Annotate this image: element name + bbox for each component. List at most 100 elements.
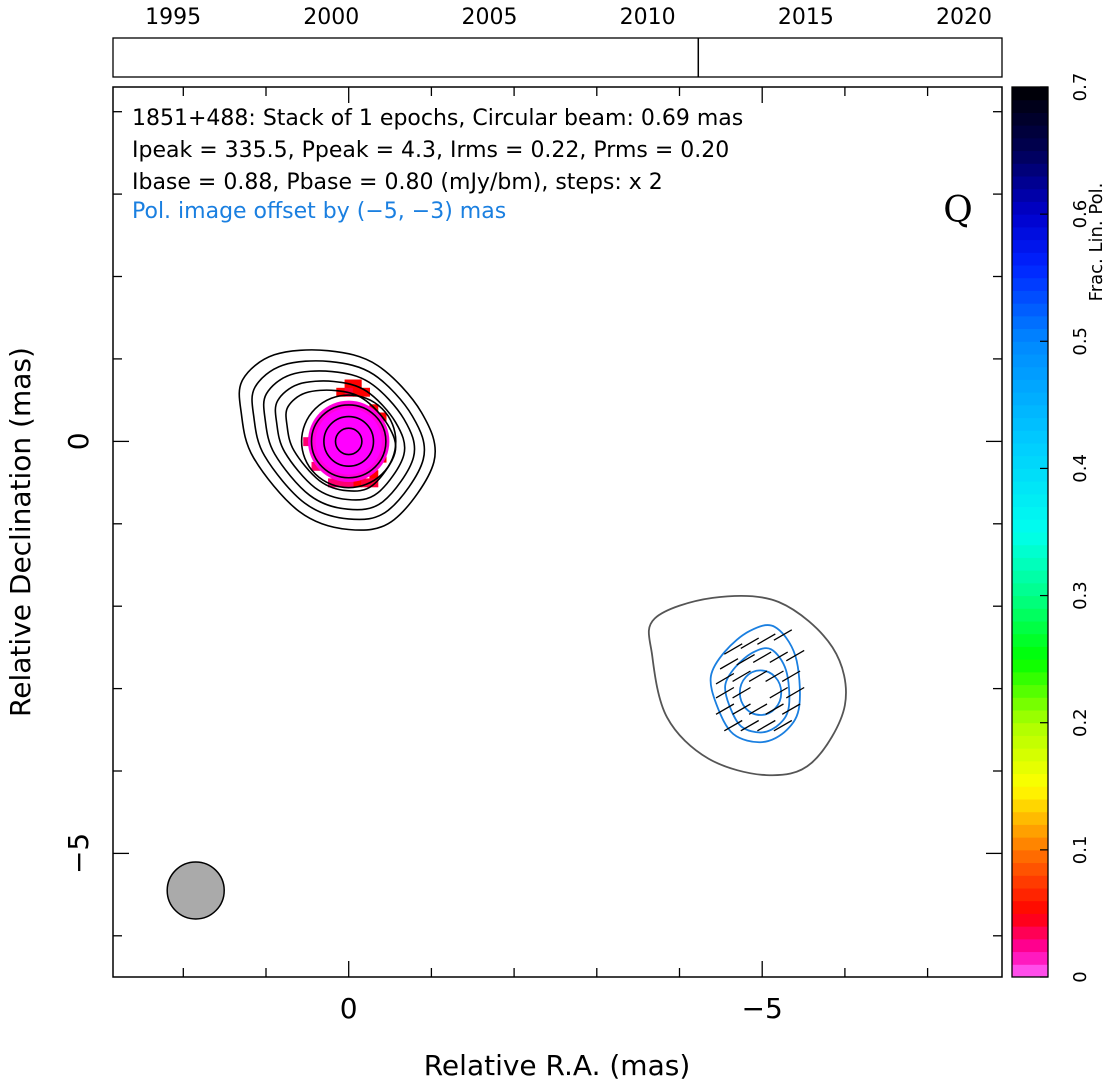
colorbar-step [1012, 137, 1048, 152]
colorbar-step [1012, 837, 1048, 851]
colorbar-step [1012, 125, 1048, 139]
colorbar-step [1012, 773, 1048, 787]
timeline-tick-label: 2005 [461, 5, 517, 30]
polarized-intensity-contours [647, 594, 847, 777]
evpa-tick [715, 703, 735, 715]
pol-core-peak [315, 408, 382, 475]
pol-pixel [352, 379, 362, 389]
map-ticks [113, 87, 1002, 977]
colorbar-step [1012, 646, 1048, 660]
colorbar-step [1012, 404, 1048, 419]
colorbar-step [1012, 87, 1048, 101]
colorbar-step [1012, 112, 1048, 126]
colorbar-step [1012, 481, 1048, 495]
map-frame [113, 87, 1002, 977]
colorbar-step [1012, 468, 1048, 482]
colorbar-step [1012, 354, 1048, 368]
i-contour [274, 380, 406, 501]
x-tick-label: 0 [340, 992, 358, 1025]
colorbar-step [1012, 951, 1048, 965]
colorbar-step [1012, 824, 1048, 838]
colorbar-tick-label: 0.5 [1070, 327, 1091, 356]
i-contour [310, 404, 387, 479]
colorbar-label: Frac. Lin. Pol. [1086, 183, 1107, 302]
evpa-tick [773, 719, 793, 732]
y-axis-label: Relative Declination (mas) [4, 347, 37, 717]
timeline-strip: 1995 2000 2005 2010 2015 2020 [112, 5, 1003, 78]
colorbar-ticks [1040, 86, 1048, 978]
colorbar-step [1012, 760, 1048, 775]
i-contour [323, 415, 375, 467]
colorbar-step [1012, 544, 1048, 558]
y-tick-labels: 0 −5 [62, 432, 95, 874]
colorbar-step [1012, 379, 1048, 393]
evpa-tick [757, 633, 776, 645]
colorbar-step [1012, 532, 1048, 546]
colorbar-step [1012, 938, 1048, 953]
colorbar-step [1012, 926, 1048, 940]
map-border [112, 86, 1003, 978]
pol-pixel [352, 387, 362, 397]
colorbar-step [1012, 493, 1048, 508]
evpa-ticks [715, 629, 805, 732]
evpa-tick [732, 670, 751, 682]
colorbar-tick-label: 0.3 [1070, 581, 1091, 610]
pol-blue-contour-outer [709, 624, 801, 744]
colorbar-step [1012, 621, 1048, 635]
pol-pixel [361, 387, 370, 397]
evpa-tick [785, 686, 805, 699]
colorbar-step [1012, 392, 1048, 406]
evpa-tick [723, 719, 743, 732]
evpa-tick [740, 637, 760, 649]
colorbar-tick-label: 0.6 [1070, 200, 1091, 229]
colorbar-step [1012, 290, 1048, 304]
colorbar-step [1012, 188, 1048, 202]
annotation-line-2: Ipeak = 335.5, Ppeak = 4.3, Irms = 0.22,… [132, 138, 730, 163]
colorbar-step [1012, 303, 1048, 317]
colorbar-step [1012, 341, 1048, 355]
colorbar-step [1012, 786, 1048, 800]
evpa-tick [785, 649, 805, 662]
colorbar-tick-label: 0 [1070, 971, 1091, 982]
evpa-tick [723, 643, 743, 655]
timeline-tick-label: 1995 [145, 5, 201, 30]
evpa-tick [769, 686, 789, 699]
colorbar-step [1012, 799, 1048, 813]
colorbar-step [1012, 417, 1048, 431]
i-contour [300, 394, 397, 489]
colorbar-step [1012, 277, 1048, 291]
colorbar-tick-labels: 0 0.1 0.2 0.3 0.4 0.5 0.6 0.7 [1070, 73, 1091, 983]
colorbar-step [1012, 671, 1048, 686]
i-contour [334, 427, 363, 456]
evpa-tick [732, 686, 751, 699]
pol-pixel [369, 470, 379, 480]
colorbar-step [1012, 735, 1048, 749]
annotation-line-3: Ibase = 0.88, Pbase = 0.80 (mJy/bm), ste… [132, 170, 663, 195]
evpa-tick [781, 703, 801, 715]
colorbar-step [1012, 557, 1048, 571]
timeline-labels: 1995 2000 2005 2010 2015 2020 [145, 5, 992, 30]
timeline-tick-label: 2000 [303, 5, 359, 30]
colorbar-step [1012, 913, 1048, 927]
timeline-tick-label: 2015 [778, 5, 834, 30]
colorbar-step [1012, 748, 1048, 762]
colorbar-step [1012, 811, 1048, 825]
pol-blue-contour-inner [738, 669, 783, 716]
colorbar-step [1012, 214, 1048, 228]
i-contour-outer [238, 349, 436, 531]
colorbar-tick-label: 0.4 [1070, 454, 1091, 483]
evpa-tick [740, 719, 760, 732]
colorbar-step [1012, 430, 1048, 444]
pol-pixel [361, 478, 370, 488]
pol-pixel [311, 461, 321, 471]
colorbar-step [1012, 328, 1048, 342]
colorbar-step [1012, 888, 1048, 902]
colorbar-step [1012, 659, 1048, 673]
i-contour [262, 370, 416, 511]
y-tick-label: 0 [62, 432, 95, 450]
colorbar-step [1012, 900, 1048, 914]
colorbar-tick-label: 0.2 [1070, 708, 1091, 737]
beam-group [166, 861, 225, 920]
y-tick-label: −5 [62, 833, 95, 874]
